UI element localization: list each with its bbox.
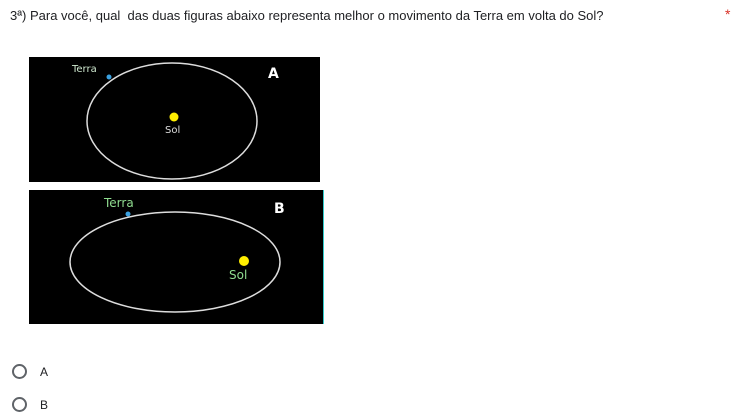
earth-label: Terra bbox=[103, 196, 134, 210]
figure-b: Terra Sol B bbox=[29, 190, 324, 324]
figure-letter: A bbox=[268, 66, 279, 82]
figure-a: Terra Sol A bbox=[29, 57, 320, 182]
figures: Terra Sol A Terra Sol B bbox=[29, 57, 324, 324]
option-label: B bbox=[40, 397, 49, 412]
radio[interactable] bbox=[12, 397, 27, 412]
option[interactable]: A bbox=[12, 364, 48, 379]
required-mark: * bbox=[725, 6, 731, 22]
sun-label: Sol bbox=[229, 268, 247, 282]
option[interactable]: B bbox=[12, 397, 48, 412]
sun bbox=[239, 256, 249, 266]
sun bbox=[169, 112, 179, 122]
radio[interactable] bbox=[12, 364, 27, 379]
orbit bbox=[86, 62, 258, 180]
figure-letter: B bbox=[274, 201, 285, 217]
sun-label: Sol bbox=[165, 125, 180, 136]
earth bbox=[106, 74, 112, 80]
option-label: A bbox=[40, 364, 49, 379]
question-text: 3ª) Para você, qual das duas figuras aba… bbox=[10, 8, 604, 23]
orbit bbox=[69, 211, 281, 313]
earth-label: Terra bbox=[71, 64, 97, 75]
earth bbox=[125, 211, 131, 217]
